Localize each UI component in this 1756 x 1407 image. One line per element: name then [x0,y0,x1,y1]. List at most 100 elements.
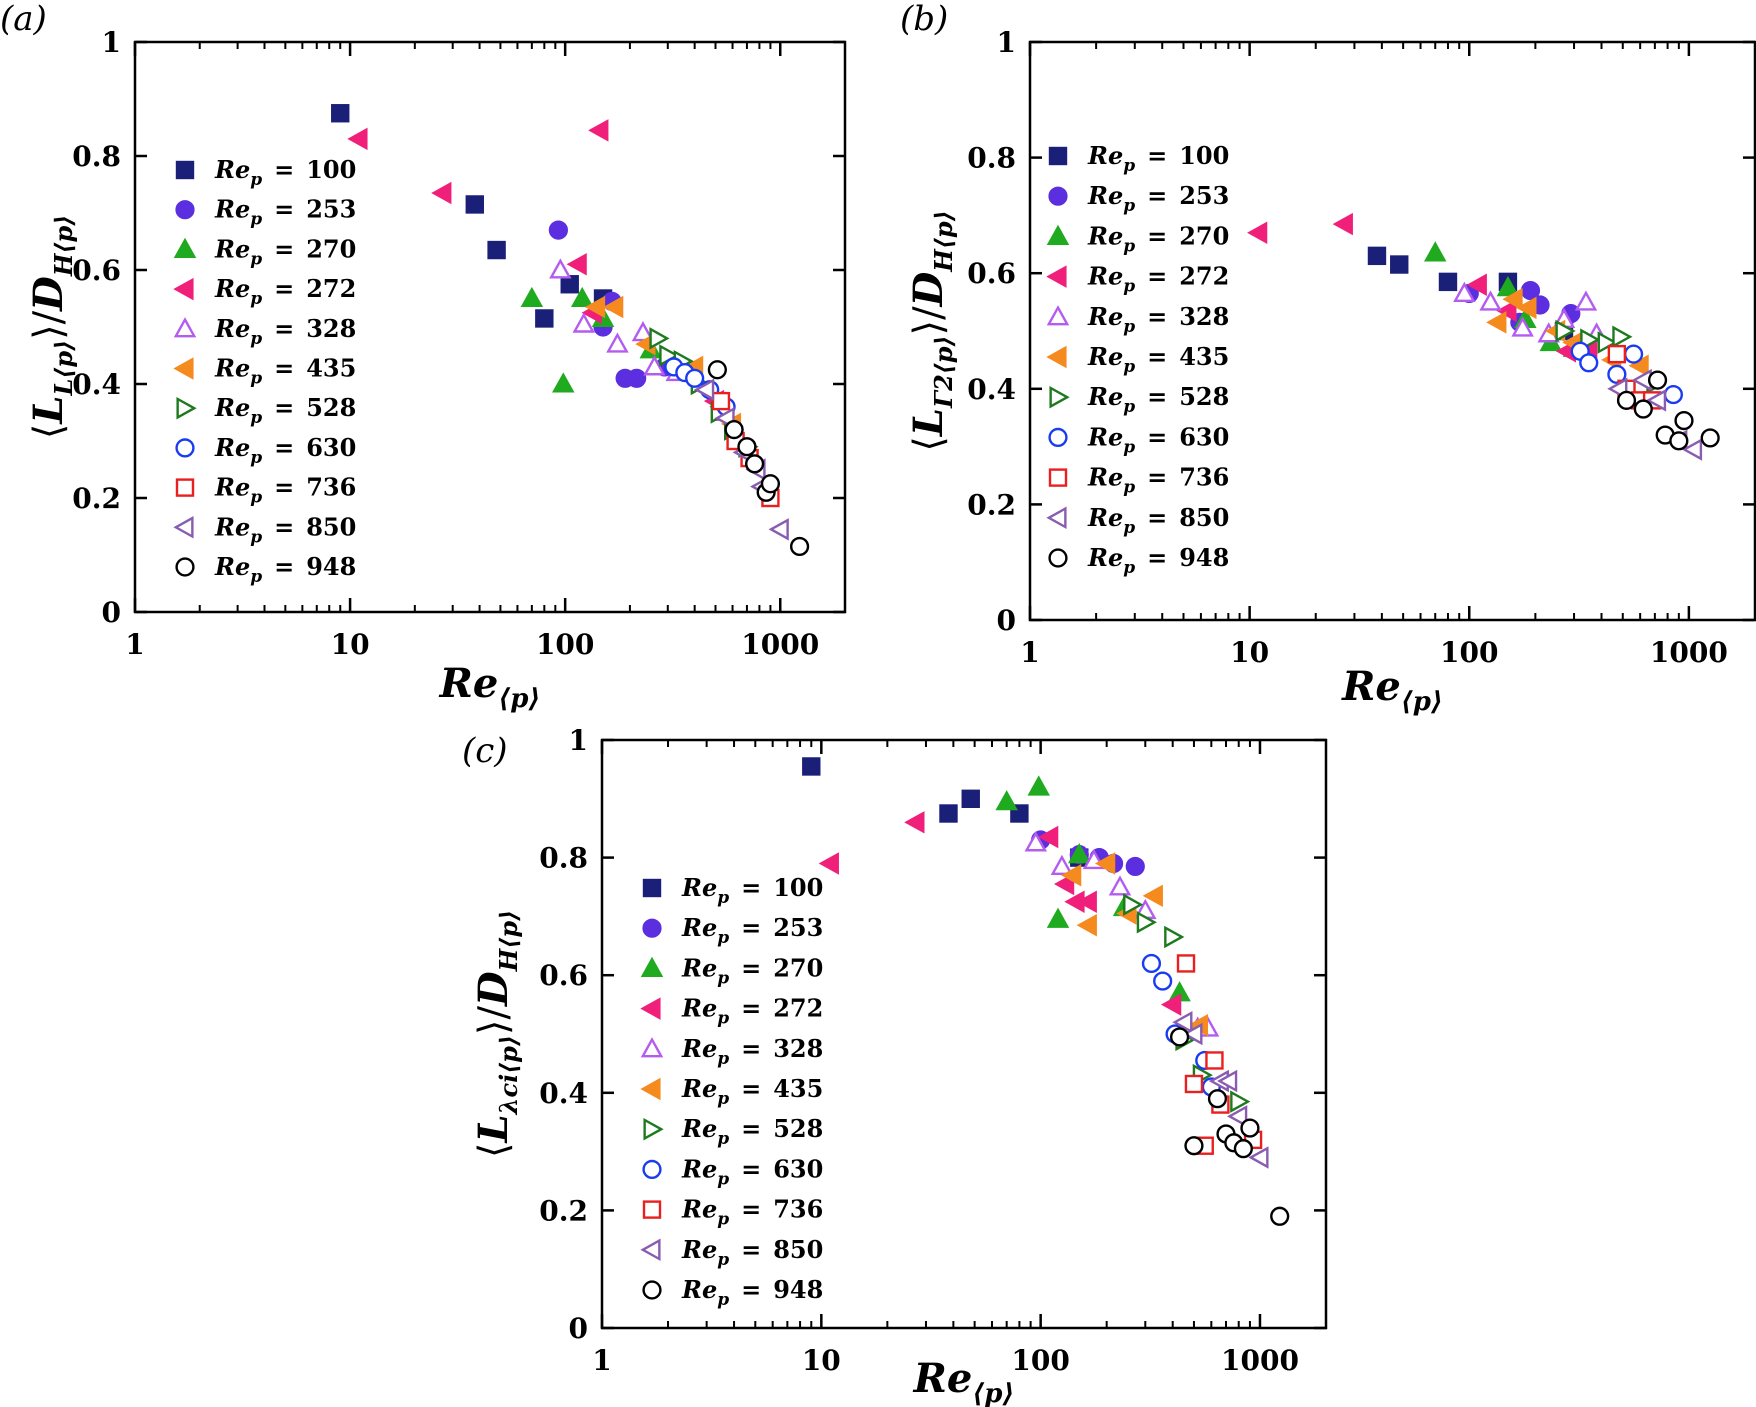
legend-marker-re-100 [642,878,662,898]
data-point-re-100 [802,757,821,776]
data-point-re-850 [1217,1069,1238,1093]
x-tick-label: 1 [125,628,144,661]
data-point-re-528 [1136,911,1157,934]
y-axis-label: ⟨LΓ2⟨p⟩⟩/DH⟨p⟩ [905,210,958,451]
y-tick-label: 0.4 [967,373,1016,406]
data-point-re-630 [1623,344,1644,364]
data-point-re-736 [1176,954,1196,973]
legend-marker-re-850 [1046,506,1067,530]
data-point-re-528 [1123,893,1144,916]
legend-marker-re-328 [1046,305,1070,326]
legend-marker-re-528 [643,1117,664,1141]
data-point-re-850 [1248,1146,1269,1169]
data-point-re-948 [1700,428,1720,448]
data-point-re-435 [1142,884,1163,908]
plot-frame [133,40,847,614]
legend-label-re-100: Rep = 100 [1087,141,1229,176]
data-point-re-272 [1076,890,1097,913]
data-point-re-270 [1423,241,1447,262]
legend-label-re-270: Rep = 270 [681,953,823,988]
legend-marker-re-328 [173,317,197,338]
legend-marker-re-948 [175,557,195,577]
x-axis-label: Re⟨p⟩ [913,1355,1015,1407]
data-point-re-272 [1038,825,1059,849]
legend-label-re-630: Rep = 630 [214,433,356,468]
legend-marker-re-270 [640,956,664,977]
legend-label-re-272: Rep = 272 [1087,262,1229,297]
legend-label-re-948: Rep = 948 [214,552,356,587]
y-tick-label: 0.4 [72,368,121,401]
data-point-re-948 [724,420,744,440]
legend-marker-re-270 [173,237,197,258]
legend-marker-re-253 [1048,186,1068,206]
data-point-re-948 [1207,1089,1228,1109]
data-point-re-272 [431,181,452,205]
legend-marker-re-272 [1046,265,1067,288]
data-point-re-253 [548,220,568,240]
legend-marker-re-630 [175,438,195,458]
legend-label-re-272: Rep = 272 [214,274,356,309]
data-point-re-948 [789,536,810,557]
data-point-re-948 [1240,1118,1260,1138]
legend-label-re-253: Rep = 253 [214,195,356,230]
y-tick-label: 0.6 [72,254,121,287]
data-point-re-528 [1164,925,1185,949]
y-tick-label: 0.8 [967,142,1016,175]
legend-label-re-270: Rep = 270 [214,234,356,269]
data-point-re-435 [1061,864,1082,887]
data-point-re-948 [1616,390,1637,410]
data-point-re-435 [1095,852,1116,875]
data-point-re-272 [1496,299,1517,323]
legend-label-re-528: Rep = 528 [681,1114,823,1149]
data-point-re-850 [1227,1105,1248,1128]
legend-marker-re-270 [1046,224,1070,245]
y-tick-label: 1 [102,26,121,59]
data-point-re-630 [1663,384,1683,405]
legend-marker-re-850 [640,1238,661,1262]
data-point-re-100 [560,275,579,294]
data-point-re-948 [707,360,727,380]
data-point-re-948 [1647,370,1668,390]
y-tick-label: 0.4 [539,1077,588,1110]
data-point-re-100 [1367,246,1387,266]
x-axis-label: Re⟨p⟩ [439,660,541,714]
data-point-re-270 [1068,842,1091,864]
legend-label-re-528: Rep = 528 [1087,382,1229,417]
legend-label-re-328: Rep = 328 [681,1034,823,1069]
legend-marker-re-850 [173,516,194,539]
data-point-re-948 [745,454,765,474]
x-tick-label: 1000 [1221,1344,1299,1377]
x-tick-label: 100 [536,628,594,661]
y-tick-label: 0 [102,596,121,629]
data-point-re-435 [1516,296,1537,320]
data-point-re-328 [549,258,572,279]
data-point-re-630 [1141,953,1162,974]
legend-marker-re-435 [173,357,194,380]
legend-label-re-850: Rep = 850 [681,1235,823,1270]
plot-frame [600,738,1328,1330]
legend-marker-re-528 [1049,385,1070,409]
data-point-re-736 [1607,344,1627,364]
data-point-re-850 [768,518,789,541]
data-point-re-948 [1184,1136,1204,1156]
data-point-re-272 [588,119,609,142]
legend-label-re-253: Rep = 253 [681,913,823,948]
data-point-re-948 [1270,1206,1290,1226]
data-point-re-948 [1669,431,1689,451]
data-point-re-528 [649,327,670,350]
plot-frame [1028,40,1756,622]
legend-marker-re-736 [1048,468,1068,487]
legend-marker-re-630 [1048,427,1068,447]
legend-label-re-736: Rep = 736 [1087,463,1229,498]
y-tick-label: 0.2 [539,1194,588,1227]
data-point-re-435 [1486,311,1507,334]
data-point-re-100 [465,195,484,214]
data-point-re-272 [1466,273,1487,296]
data-point-re-630 [1579,353,1599,373]
data-point-re-328 [1024,831,1048,852]
data-point-re-948 [1633,399,1653,419]
data-point-re-253 [627,368,647,388]
data-point-re-270 [552,372,575,393]
data-point-re-435 [1502,287,1523,311]
data-point-re-328 [1453,281,1476,302]
